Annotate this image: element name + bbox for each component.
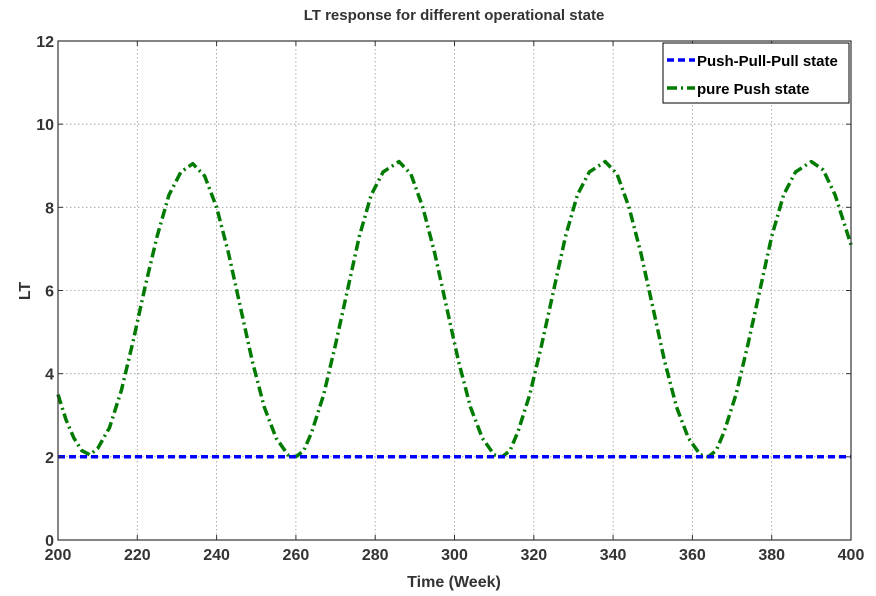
y-tick-label: 6: [45, 284, 54, 301]
y-tick-label: 2: [45, 450, 54, 467]
x-tick-label: 200: [45, 547, 72, 564]
x-tick-label: 400: [838, 547, 865, 564]
y-axis-ticks: 0 2 4 6 8 10 12: [36, 34, 851, 550]
x-tick-label: 300: [441, 547, 468, 564]
y-tick-label: 12: [36, 34, 54, 51]
x-tick-label: 280: [362, 547, 389, 564]
series-pure-push-line: [56, 159, 853, 459]
y-tick-label: 0: [45, 533, 54, 550]
x-tick-label: 320: [520, 547, 547, 564]
legend-label-pure-push: pure Push state: [697, 81, 810, 98]
legend: Push-Pull-Pull state pure Push state: [662, 42, 850, 104]
y-tick-label: 8: [45, 200, 54, 217]
y-axis-label: LT: [17, 282, 34, 301]
x-tick-label: 340: [600, 547, 627, 564]
y-tick-label: 10: [36, 117, 54, 134]
series-layer: [56, 159, 853, 459]
legend-box: [662, 42, 850, 104]
legend-label-push-pull-pull: Push-Pull-Pull state: [697, 53, 838, 70]
x-tick-label: 220: [124, 547, 151, 564]
x-tick-label: 240: [203, 547, 230, 564]
x-axis-label: Time (Week): [407, 574, 501, 591]
x-axis-ticks: 200 220 240 260 280 300 320 340 360 380 400: [45, 41, 865, 564]
y-tick-label: 4: [45, 367, 54, 384]
chart-title: LT response for different operational st…: [304, 7, 605, 24]
x-tick-label: 360: [679, 547, 706, 564]
x-tick-label: 260: [283, 547, 310, 564]
x-tick-label: 380: [758, 547, 785, 564]
